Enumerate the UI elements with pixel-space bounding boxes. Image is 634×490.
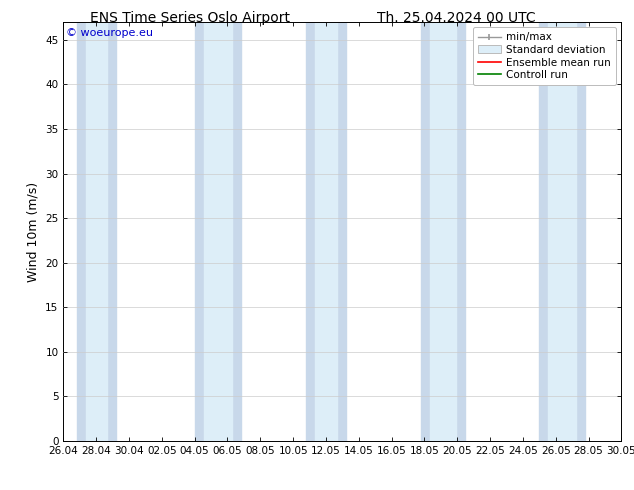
Bar [421,22,465,441]
Legend: min/max, Standard deviation, Ensemble mean run, Controll run: min/max, Standard deviation, Ensemble me… [473,27,616,85]
Y-axis label: Wind 10m (m/s): Wind 10m (m/s) [27,181,40,282]
Text: ENS Time Series Oslo Airport: ENS Time Series Oslo Airport [90,11,290,25]
Text: Th. 25.04.2024 00 UTC: Th. 25.04.2024 00 UTC [377,11,536,25]
Bar [204,22,231,441]
Bar [548,22,576,441]
Bar [86,22,107,441]
Bar [540,22,585,441]
Bar [195,22,241,441]
Text: © woeurope.eu: © woeurope.eu [66,28,153,38]
Bar [77,22,116,441]
Bar [315,22,337,441]
Bar [430,22,456,441]
Bar [306,22,346,441]
